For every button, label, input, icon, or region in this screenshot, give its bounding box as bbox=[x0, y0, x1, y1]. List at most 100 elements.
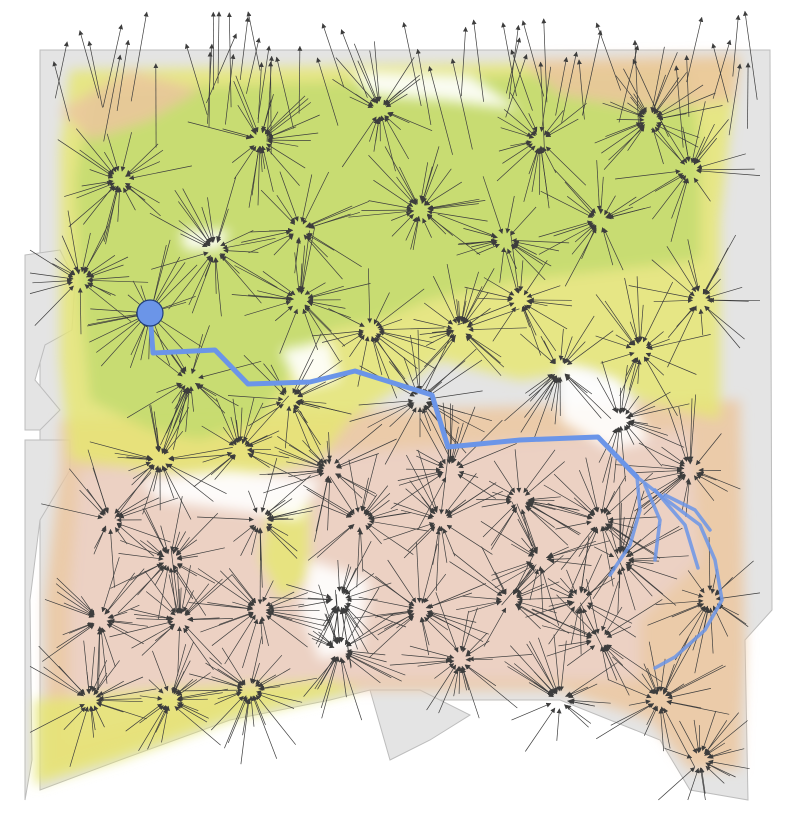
flow-arrow bbox=[336, 473, 363, 499]
flow-arrow bbox=[563, 315, 595, 365]
flow-arrow bbox=[227, 697, 248, 744]
flow-arrow bbox=[227, 395, 284, 402]
flow-arrow bbox=[417, 329, 423, 391]
flow-arrow bbox=[548, 606, 575, 645]
flow-arrow bbox=[334, 473, 376, 495]
flow-arrow bbox=[596, 160, 602, 211]
flow-arrow bbox=[617, 502, 623, 554]
flow-arrow bbox=[87, 313, 144, 327]
flow-arrow bbox=[177, 692, 223, 701]
flow-arrow bbox=[426, 610, 477, 623]
flow-arrow bbox=[307, 232, 362, 267]
flow-arrow bbox=[541, 625, 592, 640]
flow-arrow bbox=[383, 57, 415, 106]
flow-arrow bbox=[217, 668, 244, 686]
flow-arrow bbox=[499, 247, 507, 283]
flow-arrow bbox=[220, 230, 254, 247]
flow-arrow bbox=[654, 174, 685, 192]
gap-north bbox=[350, 70, 520, 110]
flow-arrow bbox=[341, 116, 377, 168]
flow-arrow bbox=[434, 663, 455, 679]
flow-arrow bbox=[242, 698, 251, 736]
flow-arrow bbox=[368, 512, 407, 521]
flow-arrow bbox=[566, 662, 618, 697]
flow-arrow bbox=[103, 187, 120, 242]
flow-arrow bbox=[212, 257, 218, 294]
flow-arrow bbox=[417, 659, 455, 667]
origin-circle-icon[interactable] bbox=[136, 299, 164, 327]
flow-arrow bbox=[118, 553, 164, 562]
flow-arrow bbox=[427, 611, 489, 635]
flow-arrow bbox=[545, 146, 587, 186]
flow-arrow bbox=[643, 356, 678, 416]
flow-arrow bbox=[370, 336, 383, 376]
flow-arrow bbox=[305, 200, 370, 228]
flow-arrow bbox=[368, 200, 412, 211]
flow-arrow bbox=[211, 613, 254, 646]
flow-arrow bbox=[109, 618, 133, 624]
flow-arrow bbox=[615, 169, 681, 180]
flow-arrow bbox=[564, 181, 595, 216]
flow-arrow bbox=[302, 171, 330, 225]
flow-arrow bbox=[241, 230, 292, 243]
flow-arrow bbox=[260, 458, 278, 513]
flow-arrow bbox=[184, 625, 222, 665]
flow-arrow bbox=[305, 233, 335, 251]
flow-arrow bbox=[715, 592, 761, 601]
flow-arrow bbox=[444, 473, 477, 515]
flow-arrow bbox=[543, 340, 556, 365]
flow-arrow bbox=[595, 335, 632, 349]
flow-arrow bbox=[424, 360, 466, 395]
flow-arrow bbox=[603, 645, 630, 696]
flow-arrow bbox=[357, 336, 370, 387]
flow-arrow bbox=[424, 616, 459, 652]
flow-arrow bbox=[155, 708, 168, 733]
flow-arrow bbox=[457, 474, 496, 499]
flow-arrow bbox=[706, 748, 732, 759]
flow-arrow bbox=[325, 613, 338, 645]
flow-arrow bbox=[578, 469, 598, 513]
flow-arrow bbox=[374, 337, 406, 380]
flow-arrow bbox=[565, 374, 612, 420]
flow-arrow bbox=[457, 302, 515, 326]
flow-arrow bbox=[698, 308, 704, 336]
flow-arrow bbox=[543, 484, 596, 516]
flow-arrow bbox=[184, 583, 210, 616]
flow-arrow bbox=[524, 304, 557, 351]
flow-arrow bbox=[88, 646, 95, 691]
flow-arrow bbox=[29, 665, 83, 696]
flow-arrow bbox=[360, 477, 369, 512]
flow-arrow bbox=[368, 155, 415, 204]
flow-arrow bbox=[423, 302, 454, 325]
flow-arrow bbox=[345, 653, 392, 679]
flow-arrow bbox=[266, 526, 298, 559]
flow-arrow bbox=[625, 539, 642, 554]
flow-arrow bbox=[105, 572, 135, 615]
flow-arrow bbox=[188, 602, 253, 612]
flow-arrow bbox=[174, 531, 187, 552]
flow-arrow bbox=[654, 126, 684, 165]
flow-arrow bbox=[233, 80, 257, 135]
flow-arrow bbox=[423, 405, 451, 460]
flow-arrow bbox=[602, 102, 645, 118]
flow-arrow bbox=[155, 317, 202, 347]
flow-arrow bbox=[327, 432, 333, 461]
flow-arrow bbox=[277, 436, 323, 466]
flow-arrow bbox=[419, 418, 446, 465]
flow-arrow bbox=[502, 143, 533, 164]
flow-arrow bbox=[185, 578, 223, 615]
flow-arrow bbox=[503, 109, 536, 137]
flow-arrow bbox=[300, 410, 327, 465]
flow-arrow bbox=[417, 449, 439, 512]
flow-arrow bbox=[620, 487, 640, 551]
flow-arrow bbox=[220, 570, 255, 606]
flow-arrow bbox=[585, 457, 600, 513]
flow-arrow bbox=[363, 494, 378, 515]
flow-arrow bbox=[603, 491, 616, 514]
flow-arrow bbox=[223, 248, 259, 254]
flow-arrow bbox=[259, 677, 318, 691]
flow-arrow bbox=[126, 143, 159, 176]
flow-arrow bbox=[466, 308, 520, 328]
